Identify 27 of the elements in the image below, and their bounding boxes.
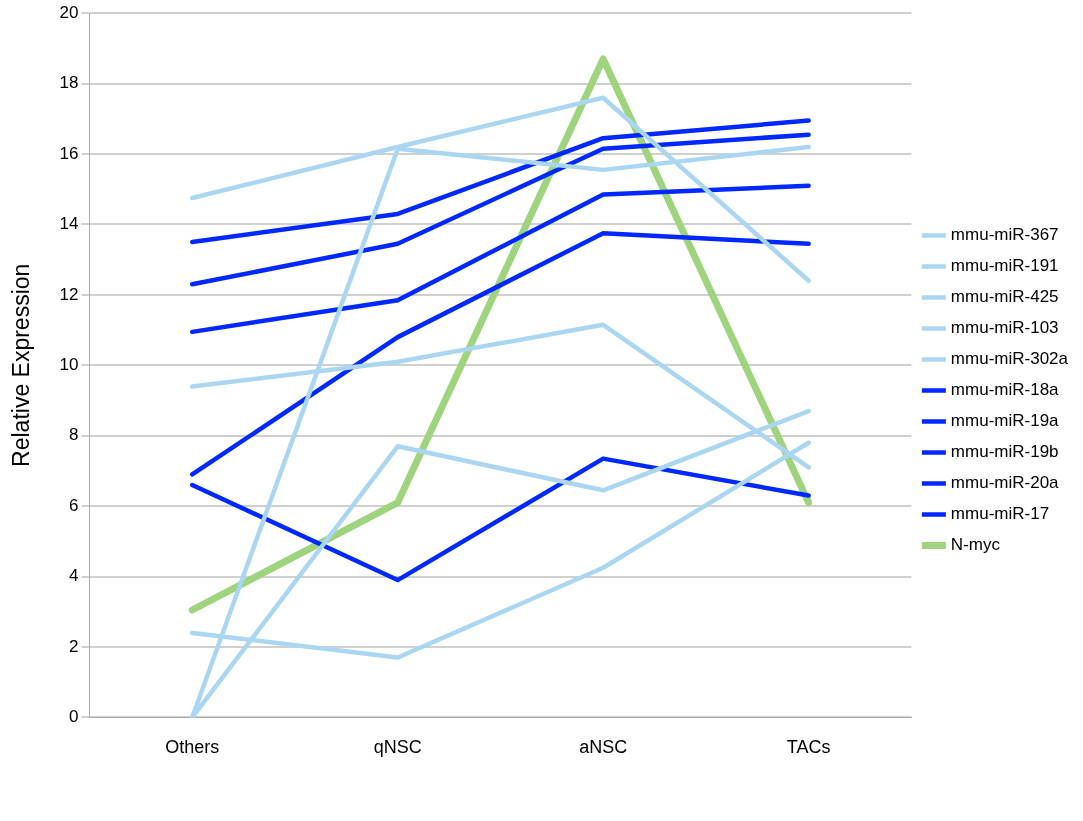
legend-label: mmu-miR-302a [950,349,1069,369]
legend-label: mmu-miR-191 [950,256,1059,276]
x-tick-label: TACs [786,737,831,758]
y-tick-label: 18 [59,73,79,93]
y-tick-label: 0 [69,707,79,727]
y-tick-label: 14 [59,214,79,234]
legend-label: mmu-miR-17 [950,504,1050,524]
legend-label: mmu-miR-19b [950,442,1059,462]
legend-label: mmu-miR-20a [950,473,1060,493]
y-tick-label: 8 [69,425,79,445]
y-tick-label: 10 [59,354,79,374]
y-axis-title: Relative Expression [8,263,35,467]
legend-label: mmu-miR-18a [950,380,1060,400]
x-tick-label: qNSC [373,737,422,758]
legend-label: mmu-miR-103 [950,318,1059,338]
x-tick-label: aNSC [579,737,628,758]
y-tick-label: 12 [59,284,79,304]
legend-label: mmu-miR-367 [950,225,1059,245]
legend-label: N-myc [950,535,1001,555]
y-tick-label: 2 [69,636,79,656]
y-tick-label: 20 [59,2,79,22]
legend-label: mmu-miR-19a [950,411,1060,431]
y-tick-label: 16 [59,143,79,163]
y-tick-label: 4 [69,566,79,586]
x-tick-label: Others [165,737,220,758]
legend-label: mmu-miR-425 [950,287,1059,307]
y-tick-label: 6 [69,495,79,515]
